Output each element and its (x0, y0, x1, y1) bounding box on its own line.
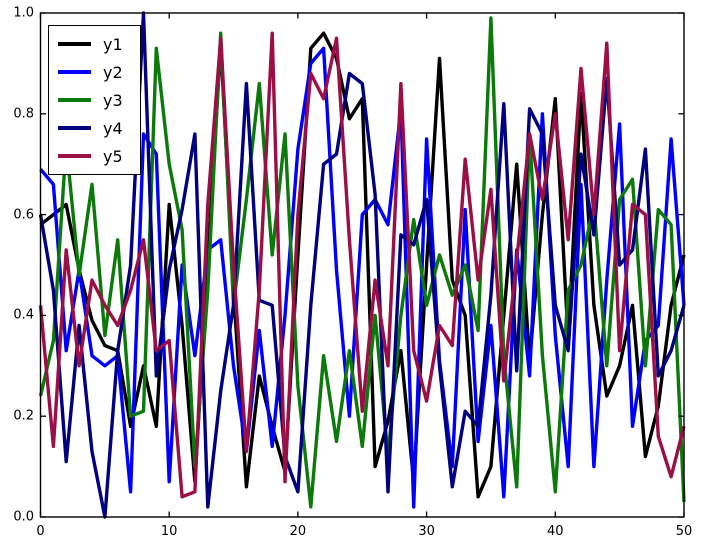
legend-item-y3: y3 (58, 87, 140, 113)
legend: y1 y2 y3 y4 y5 (48, 25, 141, 175)
x-tick-label-40: 40 (547, 524, 564, 539)
y-tick-label-0.4: 0.4 (13, 307, 34, 323)
x-tick-label-0: 0 (36, 524, 45, 539)
legend-label-y5: y5 (103, 146, 123, 166)
y-tick-label-0.8: 0.8 (13, 106, 34, 122)
line-y1 (39, 31, 686, 499)
axes-frame (39, 12, 685, 518)
legend-item-y5: y5 (58, 143, 140, 169)
legend-item-y2: y2 (58, 59, 140, 85)
line-y4 (38, 11, 686, 519)
legend-swatch-y2 (58, 70, 91, 74)
y-tick-label-1.0: 1.0 (13, 5, 34, 21)
x-tick-label-50: 50 (675, 524, 693, 539)
y-tick-label-0.6: 0.6 (13, 207, 34, 223)
legend-label-y1: y1 (103, 34, 123, 54)
x-tick-label-10: 10 (160, 524, 178, 539)
legend-item-y4: y4 (58, 115, 140, 141)
legend-swatch-y4 (58, 126, 91, 130)
plot-frame (39, 12, 685, 518)
legend-label-y4: y4 (103, 118, 123, 138)
series-lines (38, 11, 686, 519)
line-y5 (38, 31, 686, 499)
legend-label-y2: y2 (103, 62, 123, 82)
legend-swatch-y1 (58, 42, 91, 46)
legend-item-y1: y1 (58, 31, 140, 57)
x-tick-label-30: 30 (418, 524, 435, 539)
legend-label-y3: y3 (103, 90, 123, 110)
legend-swatch-y3 (58, 98, 91, 102)
y-tick-label-0.2: 0.2 (13, 408, 34, 424)
legend-swatch-y5 (58, 154, 91, 158)
y-tick-label-0.0: 0.0 (13, 509, 34, 525)
x-tick-label-20: 20 (289, 524, 307, 539)
